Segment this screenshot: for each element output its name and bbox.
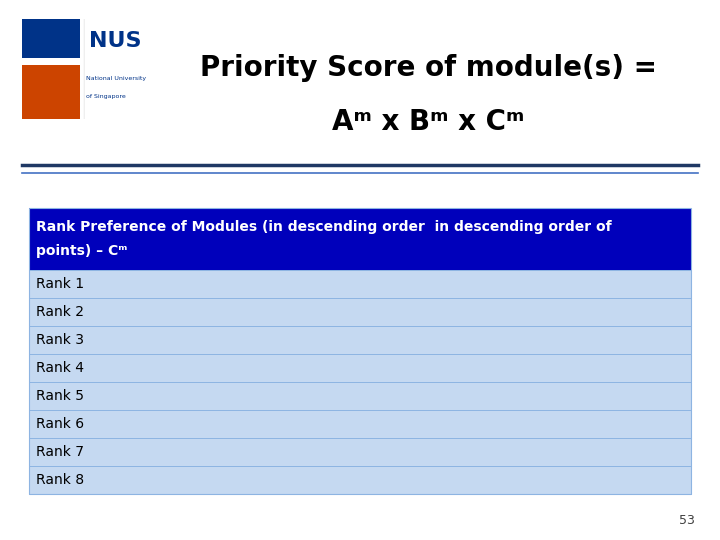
Text: NUS: NUS [89, 31, 141, 51]
Text: Aᵐ x Bᵐ x Cᵐ: Aᵐ x Bᵐ x Cᵐ [332, 107, 525, 136]
Text: Rank Preference of Modules (in descending order  in descending order of: Rank Preference of Modules (in descendin… [36, 220, 611, 233]
Bar [29, 326, 691, 354]
Bar [22, 61, 80, 119]
Text: points) – Cᵐ: points) – Cᵐ [36, 245, 127, 258]
Bar [29, 410, 691, 438]
Bar [29, 270, 691, 298]
Bar [29, 382, 691, 410]
Text: of Singapore: of Singapore [86, 94, 126, 99]
FancyBboxPatch shape [17, 15, 84, 123]
Text: Rank 6: Rank 6 [36, 417, 84, 431]
Text: Rank 2: Rank 2 [36, 305, 84, 319]
Bar [29, 208, 691, 494]
Text: Rank 4: Rank 4 [36, 361, 84, 375]
Bar [29, 354, 691, 382]
Text: Rank 7: Rank 7 [36, 445, 84, 459]
Text: National University: National University [86, 76, 146, 82]
Bar [29, 466, 691, 494]
Bar [29, 438, 691, 466]
Bar [29, 208, 691, 270]
Text: Rank 1: Rank 1 [36, 277, 84, 291]
Text: Rank 3: Rank 3 [36, 333, 84, 347]
Text: Rank 8: Rank 8 [36, 473, 84, 487]
Text: Priority Score of module(s) =: Priority Score of module(s) = [200, 53, 657, 82]
Bar [22, 58, 80, 65]
Bar [22, 19, 80, 61]
Bar [29, 298, 691, 326]
Text: 53: 53 [679, 514, 695, 526]
Text: Rank 5: Rank 5 [36, 389, 84, 403]
